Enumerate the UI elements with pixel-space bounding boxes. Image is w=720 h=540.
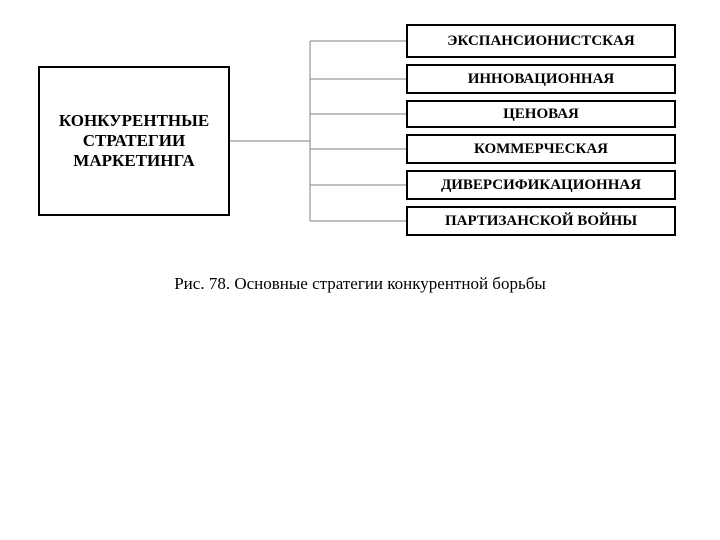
root-node: КОНКУРЕНТНЫЕ СТРАТЕГИИ МАРКЕТИНГА <box>38 66 230 216</box>
child-node: ПАРТИЗАНСКОЙ ВОЙНЫ <box>406 206 676 236</box>
child-node: ЭКСПАНСИОНИСТСКАЯ <box>406 24 676 58</box>
child-node-label: ПАРТИЗАНСКОЙ ВОЙНЫ <box>445 213 637 230</box>
figure-caption: Рис. 78. Основные стратегии конкурентной… <box>0 274 720 294</box>
strategy-diagram: КОНКУРЕНТНЫЕ СТРАТЕГИИ МАРКЕТИНГА ЭКСПАН… <box>0 0 720 540</box>
child-node-label: ЦЕНОВАЯ <box>503 106 579 123</box>
child-node: ИННОВАЦИОННАЯ <box>406 64 676 94</box>
child-node: ДИВЕРСИФИКАЦИОННАЯ <box>406 170 676 200</box>
root-node-label: КОНКУРЕНТНЫЕ СТРАТЕГИИ МАРКЕТИНГА <box>59 111 209 171</box>
figure-caption-text: Рис. 78. Основные стратегии конкурентной… <box>174 274 546 293</box>
child-node-label: ДИВЕРСИФИКАЦИОННАЯ <box>441 177 641 194</box>
child-node: КОММЕРЧЕСКАЯ <box>406 134 676 164</box>
child-node-label: ИННОВАЦИОННАЯ <box>468 71 615 88</box>
child-node-label: ЭКСПАНСИОНИСТСКАЯ <box>447 33 634 50</box>
child-node: ЦЕНОВАЯ <box>406 100 676 128</box>
child-node-label: КОММЕРЧЕСКАЯ <box>474 141 608 158</box>
